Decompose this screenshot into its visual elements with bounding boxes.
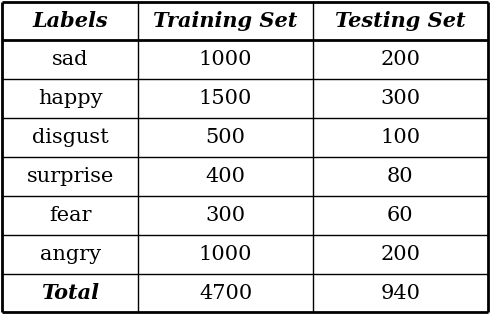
Text: 80: 80 — [387, 167, 414, 186]
Text: fear: fear — [49, 206, 92, 225]
Text: disgust: disgust — [32, 128, 109, 147]
Text: happy: happy — [38, 89, 103, 108]
Text: 300: 300 — [205, 206, 245, 225]
Text: Total: Total — [41, 283, 99, 303]
Text: 4700: 4700 — [199, 284, 252, 302]
Text: 1500: 1500 — [199, 89, 252, 108]
Text: Labels: Labels — [32, 11, 108, 31]
Text: angry: angry — [40, 245, 101, 264]
Text: 100: 100 — [380, 128, 420, 147]
Text: 200: 200 — [380, 245, 420, 264]
Text: 300: 300 — [380, 89, 420, 108]
Text: 1000: 1000 — [199, 245, 252, 264]
Text: 60: 60 — [387, 206, 414, 225]
Text: 200: 200 — [380, 50, 420, 69]
Text: sad: sad — [52, 50, 89, 69]
Text: 940: 940 — [380, 284, 420, 302]
Text: surprise: surprise — [26, 167, 114, 186]
Text: 1000: 1000 — [199, 50, 252, 69]
Text: Testing Set: Testing Set — [335, 11, 466, 31]
Text: 400: 400 — [206, 167, 245, 186]
Text: 500: 500 — [206, 128, 245, 147]
Text: Training Set: Training Set — [153, 11, 298, 31]
